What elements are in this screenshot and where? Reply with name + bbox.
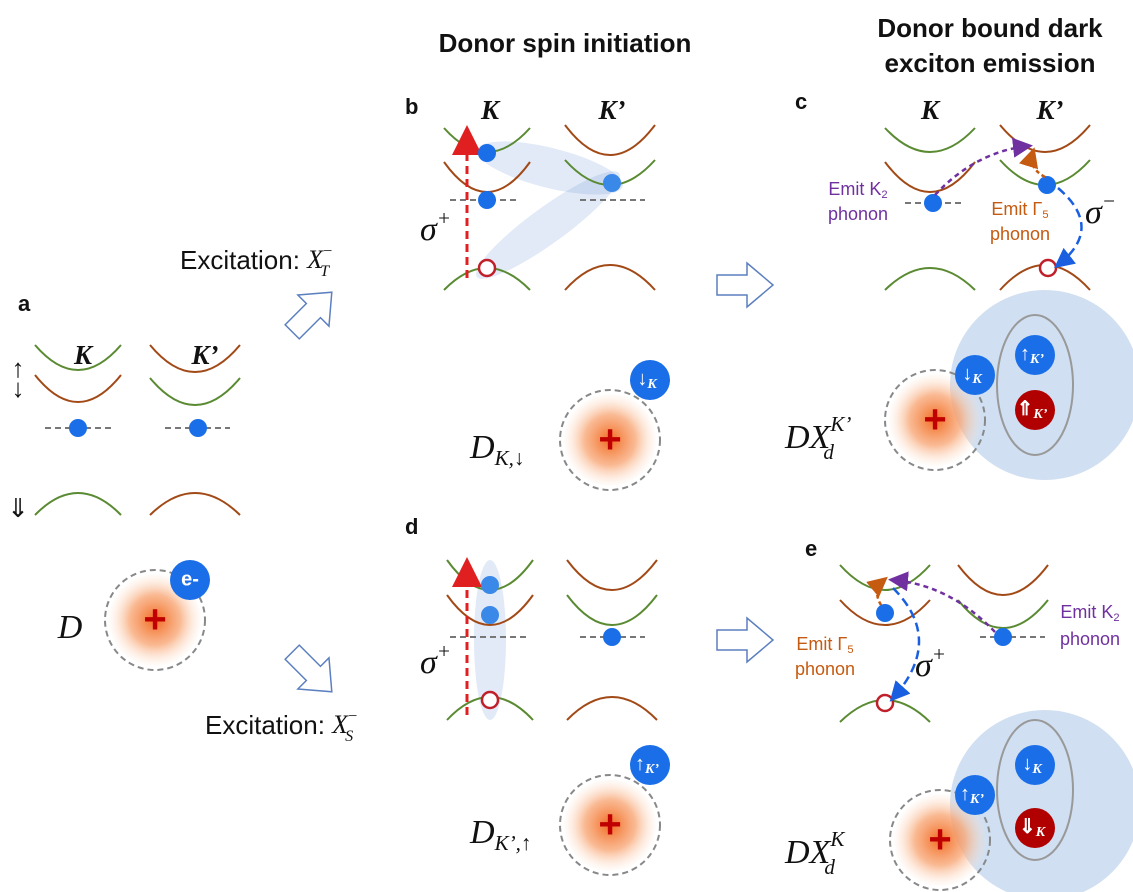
electron [603,174,621,192]
band [565,125,655,155]
valley-label: K’ [598,95,626,125]
phonon-label: Emit K2 [1060,602,1119,624]
band [885,268,975,290]
valley-label: K’ [191,340,219,370]
charge: + [598,418,621,462]
donor-label: DK’,↑ [469,814,531,855]
polarization: σ+ [420,639,451,681]
excitation-label: Excitation: X−S [205,708,357,745]
charge: + [598,803,621,847]
electron [478,191,496,209]
heading: Donor spin initiation [439,28,692,58]
band [150,378,240,405]
band [150,493,240,515]
panel-label: e [805,536,817,561]
transition-arrow [877,580,884,605]
electron [603,628,621,646]
valley-label: K [920,95,941,125]
polarization: σ− [1085,189,1116,231]
phonon-label: Emit Γ5 [991,199,1048,221]
band [567,560,657,590]
charge: + [923,398,946,442]
polarization: σ+ [420,206,451,248]
transition-arrow [1032,152,1045,177]
donor-label: D [57,609,83,646]
electron [876,604,894,622]
process-arrow [717,263,773,307]
valley-label: K’ [1036,95,1064,125]
panel-label: b [405,94,418,119]
electron [1038,176,1056,194]
band [567,697,657,720]
panel-label: c [795,89,807,114]
phonon-label: phonon [828,204,888,224]
hole [1040,260,1056,276]
process-arrow [277,637,348,708]
band [567,595,657,625]
electron-label: e- [181,568,199,590]
process-arrow [717,618,773,662]
panel-label: d [405,514,418,539]
phonon-label: phonon [1060,629,1120,649]
valley-label: K [73,340,94,370]
electron [481,576,499,594]
electron [478,144,496,162]
phonon-label: Emit Γ5 [796,634,853,656]
transition-arrow [1058,188,1082,265]
hole [877,695,893,711]
electron [189,419,207,437]
band [958,565,1048,595]
figure: Donor spin initiation Donor bound dark e… [0,0,1133,892]
hole [479,260,495,276]
charge: + [928,818,951,862]
donor-label: DK,↓ [469,429,524,470]
band [840,565,930,590]
band [885,128,975,152]
phonon-label: phonon [990,224,1050,244]
band [35,493,121,515]
donor-label: DXK’d [784,412,851,464]
excitation-label: Excitation: X−T [180,243,332,280]
phonon-label: phonon [795,659,855,679]
electron [994,628,1012,646]
process-arrow [277,277,348,348]
hole [482,692,498,708]
band [958,600,1048,628]
band [885,162,975,192]
panel-label: a [18,291,31,316]
polarization: σ+ [915,642,946,684]
heading: exciton emission [885,48,1096,78]
electron [69,419,87,437]
band [565,265,655,290]
charge: + [143,598,166,642]
heading: Donor bound dark [877,13,1103,43]
electron [481,606,499,624]
spin-label: ↓ [12,373,25,403]
phonon-label: Emit K2 [828,179,887,201]
spin-label: ⇓ [7,493,29,523]
electron [924,194,942,212]
valley-label: K [480,95,501,125]
band [35,375,121,402]
